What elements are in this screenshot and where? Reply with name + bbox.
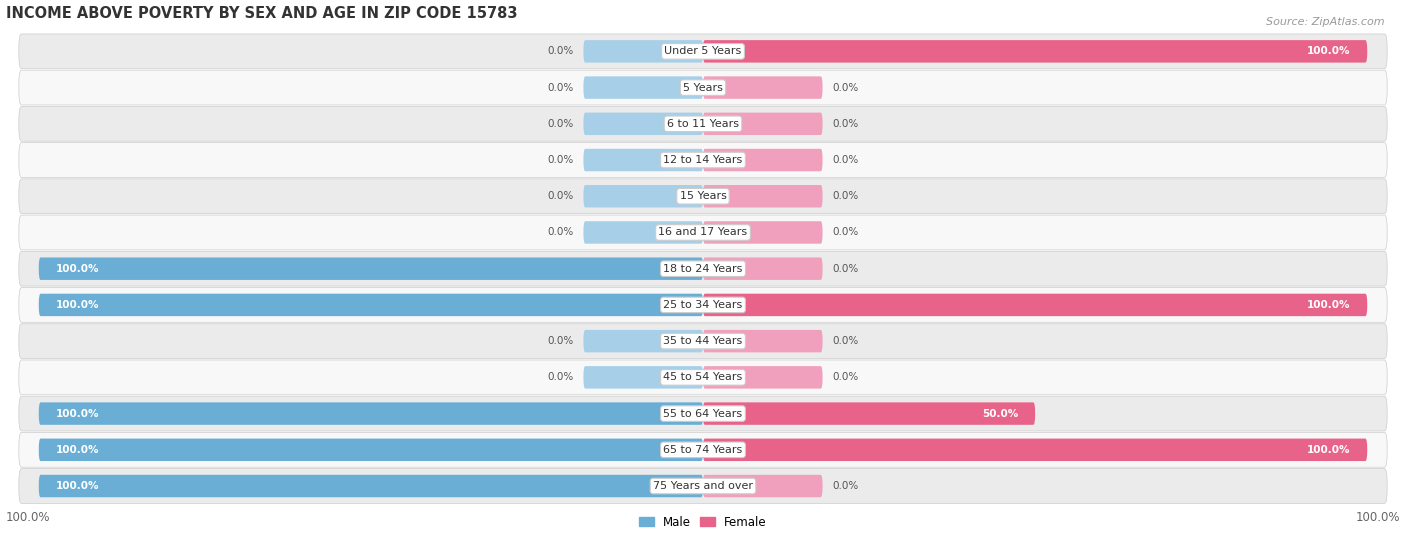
FancyBboxPatch shape (583, 76, 703, 99)
FancyBboxPatch shape (703, 76, 823, 99)
Text: 0.0%: 0.0% (832, 372, 859, 382)
Text: 25 to 34 Years: 25 to 34 Years (664, 300, 742, 310)
FancyBboxPatch shape (703, 294, 1367, 316)
FancyBboxPatch shape (18, 34, 1388, 69)
FancyBboxPatch shape (18, 396, 1388, 431)
FancyBboxPatch shape (18, 469, 1388, 503)
FancyBboxPatch shape (703, 149, 823, 171)
FancyBboxPatch shape (18, 143, 1388, 177)
Text: 100.0%: 100.0% (1308, 46, 1351, 56)
FancyBboxPatch shape (703, 475, 823, 497)
FancyBboxPatch shape (39, 439, 703, 461)
FancyBboxPatch shape (583, 222, 703, 244)
Text: 100.0%: 100.0% (55, 264, 98, 273)
FancyBboxPatch shape (39, 402, 703, 425)
Text: 0.0%: 0.0% (547, 191, 574, 201)
FancyBboxPatch shape (583, 149, 703, 171)
Text: 0.0%: 0.0% (547, 119, 574, 129)
FancyBboxPatch shape (39, 257, 703, 280)
Text: 18 to 24 Years: 18 to 24 Years (664, 264, 742, 273)
FancyBboxPatch shape (583, 113, 703, 135)
Text: 16 and 17 Years: 16 and 17 Years (658, 228, 748, 238)
FancyBboxPatch shape (18, 70, 1388, 105)
Text: 35 to 44 Years: 35 to 44 Years (664, 336, 742, 346)
FancyBboxPatch shape (18, 215, 1388, 250)
FancyBboxPatch shape (703, 257, 823, 280)
Text: 0.0%: 0.0% (547, 46, 574, 56)
Text: 55 to 64 Years: 55 to 64 Years (664, 408, 742, 418)
FancyBboxPatch shape (703, 439, 1367, 461)
FancyBboxPatch shape (39, 294, 703, 316)
Text: 0.0%: 0.0% (547, 155, 574, 165)
Text: 0.0%: 0.0% (832, 336, 859, 346)
Text: 75 Years and over: 75 Years and over (652, 481, 754, 491)
Text: 0.0%: 0.0% (547, 372, 574, 382)
FancyBboxPatch shape (18, 287, 1388, 323)
Text: 0.0%: 0.0% (547, 83, 574, 93)
FancyBboxPatch shape (703, 113, 823, 135)
Text: 100.0%: 100.0% (55, 481, 98, 491)
Text: 100.0%: 100.0% (55, 445, 98, 455)
FancyBboxPatch shape (703, 366, 823, 388)
Legend: Male, Female: Male, Female (634, 511, 772, 533)
FancyBboxPatch shape (18, 360, 1388, 395)
FancyBboxPatch shape (703, 185, 823, 208)
FancyBboxPatch shape (18, 432, 1388, 467)
FancyBboxPatch shape (583, 366, 703, 388)
FancyBboxPatch shape (18, 179, 1388, 214)
FancyBboxPatch shape (18, 251, 1388, 286)
Text: 50.0%: 50.0% (983, 408, 1018, 418)
Text: 100.0%: 100.0% (6, 511, 51, 525)
Text: INCOME ABOVE POVERTY BY SEX AND AGE IN ZIP CODE 15783: INCOME ABOVE POVERTY BY SEX AND AGE IN Z… (6, 6, 517, 21)
Text: 45 to 54 Years: 45 to 54 Years (664, 372, 742, 382)
Text: 5 Years: 5 Years (683, 83, 723, 93)
Text: 0.0%: 0.0% (832, 228, 859, 238)
Text: 0.0%: 0.0% (547, 228, 574, 238)
Text: 0.0%: 0.0% (832, 191, 859, 201)
Text: 0.0%: 0.0% (832, 481, 859, 491)
Text: 12 to 14 Years: 12 to 14 Years (664, 155, 742, 165)
Text: 0.0%: 0.0% (547, 336, 574, 346)
Text: 100.0%: 100.0% (1308, 300, 1351, 310)
FancyBboxPatch shape (583, 330, 703, 352)
Text: 65 to 74 Years: 65 to 74 Years (664, 445, 742, 455)
FancyBboxPatch shape (39, 475, 703, 497)
Text: 0.0%: 0.0% (832, 119, 859, 129)
FancyBboxPatch shape (18, 107, 1388, 141)
FancyBboxPatch shape (583, 40, 703, 62)
FancyBboxPatch shape (703, 330, 823, 352)
Text: 100.0%: 100.0% (1308, 445, 1351, 455)
FancyBboxPatch shape (18, 324, 1388, 359)
Text: 0.0%: 0.0% (832, 83, 859, 93)
FancyBboxPatch shape (703, 40, 1367, 62)
Text: 100.0%: 100.0% (55, 300, 98, 310)
FancyBboxPatch shape (703, 222, 823, 244)
Text: Source: ZipAtlas.com: Source: ZipAtlas.com (1267, 17, 1385, 27)
Text: 0.0%: 0.0% (832, 264, 859, 273)
Text: 100.0%: 100.0% (55, 408, 98, 418)
Text: 0.0%: 0.0% (832, 155, 859, 165)
Text: 100.0%: 100.0% (1355, 511, 1400, 525)
Text: 6 to 11 Years: 6 to 11 Years (666, 119, 740, 129)
Text: Under 5 Years: Under 5 Years (665, 46, 741, 56)
FancyBboxPatch shape (583, 185, 703, 208)
Text: 15 Years: 15 Years (679, 191, 727, 201)
FancyBboxPatch shape (703, 402, 1035, 425)
